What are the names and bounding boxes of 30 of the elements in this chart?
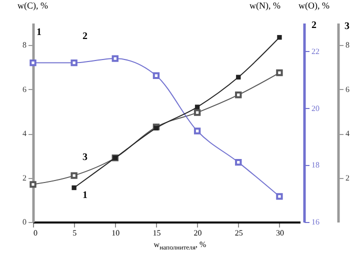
y2-axis-title: w(N), % <box>250 0 281 10</box>
text: 3 <box>344 21 350 32</box>
y2-tick-label: 20 <box>312 104 320 113</box>
y2-tick-label: 16 <box>312 218 320 226</box>
x-axis-title: w$_{наполнителя}$, % <box>152 240 208 254</box>
x-tick-label: 30 <box>276 228 284 238</box>
x-tick-label: 25 <box>234 228 243 238</box>
annotation: 1 <box>82 190 88 201</box>
x-tick-label: 5 <box>72 228 77 238</box>
y3-tick-label: 6 <box>346 84 350 94</box>
annotation: 1 <box>36 27 42 38</box>
y-tick-label: 8 <box>22 40 26 50</box>
annotation: 3 <box>82 152 88 163</box>
x-tick-label: 10 <box>112 228 120 238</box>
x-tick-label: 15 <box>152 228 161 238</box>
x-tick-label: 20 <box>194 228 202 238</box>
y-tick-label: 0 <box>22 218 26 226</box>
y-tick-label: 2 <box>22 173 26 182</box>
y-axis-title: w(C), % <box>18 0 48 10</box>
y2-tick-label: 18 <box>312 160 320 170</box>
y-tick-label: 6 <box>22 84 26 94</box>
y3-tick-label: 4 <box>346 129 350 138</box>
y3-tick-label: 8 <box>346 40 350 50</box>
y-tick-label: 4 <box>22 129 26 138</box>
annotation: 2 <box>82 31 88 42</box>
y2-tick-label: 22 <box>312 46 320 56</box>
y3-axis-title: w(O), % <box>298 0 330 10</box>
x-tick-label: 0 <box>34 228 38 238</box>
y3-tick-label: 2 <box>346 173 350 182</box>
text: 2 <box>312 20 316 31</box>
